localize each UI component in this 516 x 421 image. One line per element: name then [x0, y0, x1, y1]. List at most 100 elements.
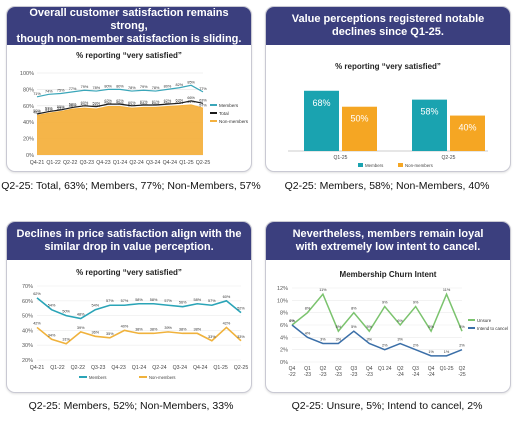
y-tick-label: 40%: [22, 328, 33, 334]
x-tick-label: Q3-24: [146, 160, 161, 166]
data-label: 1%: [428, 350, 434, 354]
data-label: 56%: [179, 301, 187, 305]
data-label: 9%: [413, 301, 419, 305]
panel-overall-satisfaction: Overall customer satisfaction remains st…: [6, 6, 252, 172]
series-line-members: [36, 297, 242, 320]
data-label: 58%: [193, 298, 201, 302]
panel-header: Value perceptions registered notable decl…: [266, 7, 510, 45]
panel-header: Overall customer satisfaction remains st…: [7, 7, 251, 45]
x-tick-label: Q3-23: [91, 365, 106, 371]
data-label: 50%: [62, 310, 70, 314]
bar-non-members: [342, 106, 377, 151]
panel-churn-intent: Nevertheless, members remain loyal with e…: [265, 221, 511, 393]
data-label: 3%: [367, 338, 373, 342]
x-tick-label: Q1: [304, 366, 311, 372]
chart-subtitle: % reporting “very satisfied”: [335, 62, 441, 71]
data-label: 57%: [121, 299, 129, 303]
x-tick-label: Q4: [289, 366, 296, 372]
data-label: 33%: [208, 335, 216, 339]
chart-subtitle: Membership Churn Intent: [339, 270, 437, 279]
bar-non-members: [450, 115, 485, 151]
data-label: 61%: [140, 100, 148, 104]
panel-title-line2: though non-member satisfaction is slidin…: [16, 32, 242, 45]
data-label: 82%: [175, 83, 183, 87]
data-label: 53%: [45, 107, 53, 111]
x-tick-label: Q4-24: [163, 160, 178, 166]
data-label: 6%: [289, 319, 295, 323]
data-label: 63%: [199, 98, 207, 102]
legend-label: Members: [365, 163, 384, 168]
data-label: 38%: [135, 327, 143, 331]
data-label: 80%: [164, 84, 172, 88]
data-label: 68%: [312, 98, 330, 108]
bar-members: [412, 99, 447, 151]
data-label: 5%: [336, 325, 342, 329]
data-label: 36%: [91, 330, 99, 334]
data-label: 38%: [193, 327, 201, 331]
data-label: 31%: [62, 338, 70, 342]
data-label: 77%: [69, 87, 77, 91]
data-label: 61%: [187, 100, 195, 104]
y-tick-label: 80%: [23, 87, 34, 93]
x-tick-label: Q4-21: [30, 365, 45, 371]
chart-subtitle: % reporting “very satisfied”: [76, 268, 182, 277]
y-tick-label: 100%: [20, 71, 34, 77]
data-label: 78%: [92, 86, 100, 90]
data-label: 48%: [77, 313, 85, 317]
data-label: 71%: [33, 92, 41, 96]
data-label: 61%: [152, 100, 160, 104]
data-label: 78%: [128, 86, 136, 90]
legend-label: Non-members: [219, 119, 249, 124]
data-label: 48%: [33, 111, 41, 115]
data-label: 79%: [140, 85, 148, 89]
y-tick-label: 30%: [22, 343, 33, 349]
data-label: 5%: [367, 325, 373, 329]
series-line-total: [36, 100, 204, 115]
panel-title-line2: similar drop in value perception.: [44, 241, 214, 253]
data-label: 11%: [319, 288, 327, 292]
data-label: 58%: [140, 102, 148, 106]
data-label: 5%: [428, 325, 434, 329]
data-label: 3%: [320, 338, 326, 342]
legend-label: Members: [219, 103, 239, 108]
data-label: 57%: [164, 299, 172, 303]
data-label: 51%: [45, 108, 53, 112]
x-tick-label: Q1-22: [46, 160, 61, 166]
data-label: 62%: [164, 99, 172, 103]
panel-price-satisfaction: Declines in price satisfaction align wit…: [6, 221, 252, 393]
data-label: 2%: [382, 344, 388, 348]
data-label: 58%: [135, 298, 143, 302]
x-tick-label: -23: [366, 372, 373, 378]
x-tick-label: Q1-24: [113, 160, 128, 166]
x-tick-label: -23: [335, 372, 342, 378]
data-label: 11%: [443, 288, 451, 292]
legend-label: Intend to cancel: [477, 326, 508, 331]
data-label: 39%: [77, 326, 85, 330]
panel-title-line1: Declines in price satisfaction align wit…: [16, 228, 242, 240]
legend-label: Unsure: [477, 318, 492, 323]
y-tick-label: 40%: [23, 120, 34, 126]
y-tick-label: 20%: [23, 137, 34, 143]
x-tick-label: Q2-22: [71, 365, 86, 371]
data-label: 56%: [69, 104, 77, 108]
data-label: 85%: [187, 80, 195, 84]
data-label: 52%: [237, 307, 245, 311]
y-tick-label: 10%: [277, 298, 288, 304]
data-label: 38%: [150, 327, 158, 331]
data-label: 2%: [413, 344, 419, 348]
data-label: 8%: [305, 307, 311, 311]
data-label: 59%: [92, 102, 100, 106]
chart-churn-intent: 0%2%4%6%8%10%12%6%8%11%5%8%5%9%6%9%5%11%…: [277, 286, 508, 378]
data-label: 5%: [351, 325, 357, 329]
data-label: 54%: [48, 304, 56, 308]
caption-churn: Q2-25: Unsure, 5%; Intend to cancel, 2%: [291, 400, 483, 412]
chart-value-perceptions: 68% 50% Q1-25 58% 40% Q2-25 Members Non-members: [288, 90, 488, 168]
data-label: 6%: [289, 319, 295, 323]
x-tick-label: Q2: [459, 366, 466, 372]
x-tick-label: Q3: [350, 366, 357, 372]
data-label: 60%: [223, 295, 231, 299]
data-label: 78%: [152, 86, 160, 90]
x-tick-label: Q1-25: [179, 160, 194, 166]
data-label: 42%: [33, 321, 41, 325]
data-label: 57%: [128, 103, 136, 107]
